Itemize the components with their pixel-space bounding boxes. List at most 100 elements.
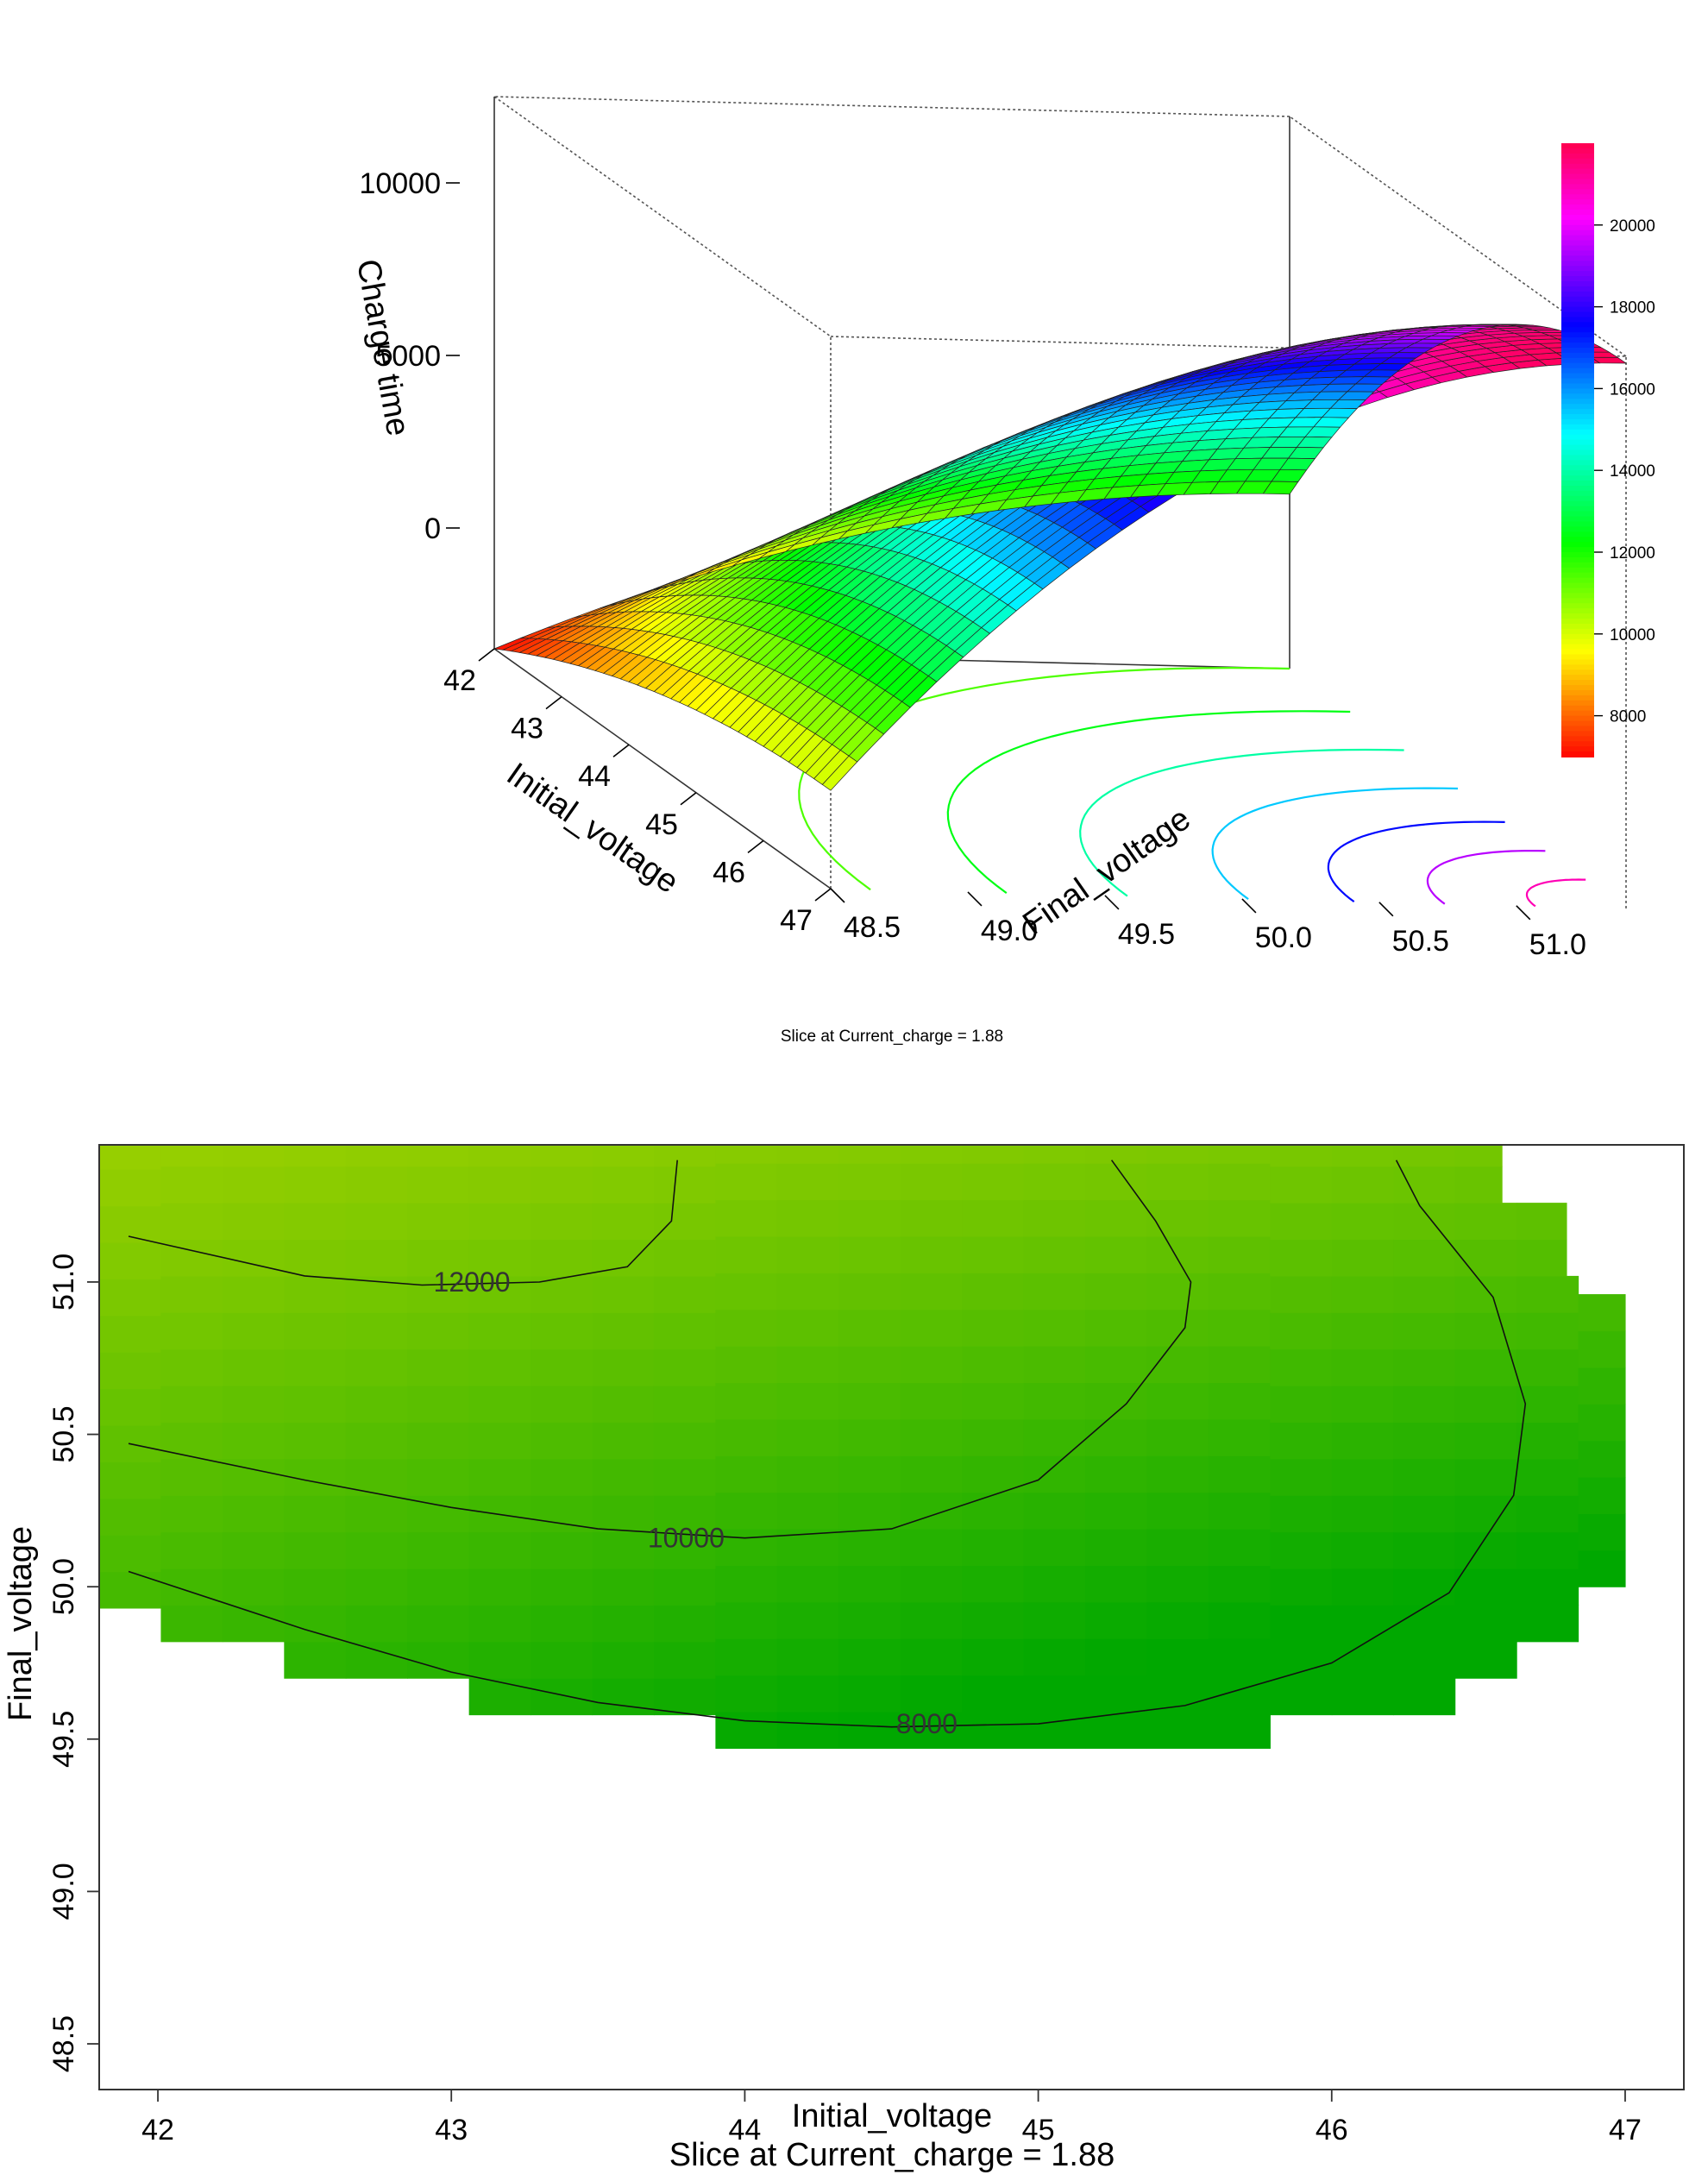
contour-label: 8000 <box>896 1708 958 1739</box>
colorbar-segment <box>1561 710 1594 717</box>
colorbar-segment <box>1561 526 1594 533</box>
heat-cell <box>838 1712 901 1749</box>
heat-cell <box>1085 1235 1148 1273</box>
heat-cell <box>653 1312 716 1350</box>
heat-cell <box>838 1455 901 1493</box>
heat-cell <box>222 1422 285 1460</box>
heat-cell <box>1023 1712 1086 1749</box>
colorbar-segment <box>1561 311 1594 318</box>
colorbar-segment <box>1561 644 1594 651</box>
heat-cell <box>1393 1386 1456 1424</box>
heat-cell <box>1331 1641 1394 1679</box>
heat-cell <box>1208 1492 1271 1530</box>
heat-cell <box>838 1309 901 1347</box>
heat-cell <box>592 1531 655 1569</box>
heat-cell <box>1270 1458 1333 1496</box>
y-tick-label: 48.5 <box>844 911 901 944</box>
heat-cell <box>776 1455 839 1493</box>
colorbar-segment <box>1561 271 1594 278</box>
heat-cell <box>1146 1309 1209 1347</box>
heat-cell <box>592 1145 655 1167</box>
heat-cell <box>407 1145 470 1167</box>
colorbar-segment <box>1561 362 1594 369</box>
heat-cell <box>1085 1601 1148 1639</box>
heat-cell <box>776 1309 839 1347</box>
heat-cell <box>776 1675 839 1713</box>
y-tick <box>1516 905 1531 921</box>
heat-cell <box>1146 1163 1209 1201</box>
colorbar-segment <box>1561 736 1594 743</box>
heat-cell <box>715 1309 778 1347</box>
heat-cell <box>468 1458 531 1496</box>
colorbar-segment <box>1561 547 1594 553</box>
heat-cell <box>653 1678 716 1716</box>
heat-cell <box>592 1275 655 1313</box>
contour-label: 10000 <box>648 1523 725 1554</box>
heat-cell <box>468 1166 531 1204</box>
colorbar-segment <box>1561 168 1594 175</box>
heat-cell <box>345 1422 408 1460</box>
heat-cell <box>1454 1641 1517 1679</box>
heat-cell <box>1578 1513 1626 1551</box>
heat-cell <box>962 1145 1025 1164</box>
heat-cell <box>222 1166 285 1204</box>
heat-cell <box>1023 1199 1086 1237</box>
heat-cell <box>776 1638 839 1676</box>
heat-cell <box>284 1568 347 1606</box>
heat-cell <box>1393 1568 1456 1606</box>
heat-cell <box>900 1675 963 1713</box>
heat-cell <box>99 1461 162 1499</box>
colorbar-segment <box>1561 516 1594 523</box>
colorbar-segment <box>1561 511 1594 518</box>
heat-cell <box>1270 1568 1333 1606</box>
x-tick <box>747 839 764 854</box>
heat-cell <box>531 1531 593 1569</box>
heat-cell <box>1331 1458 1394 1496</box>
heat-cell <box>962 1601 1025 1639</box>
heat-cell <box>284 1641 347 1679</box>
colorbar-segment <box>1561 675 1594 682</box>
colorbar-segment <box>1561 327 1594 334</box>
heat-cell <box>1270 1495 1333 1533</box>
heat-cell <box>838 1235 901 1273</box>
heat-cell <box>962 1199 1025 1237</box>
heat-cell <box>715 1601 778 1639</box>
colorbar-segment <box>1561 444 1594 451</box>
heat-cell <box>1516 1203 1567 1241</box>
heat-cell <box>962 1418 1025 1456</box>
heat-cell <box>653 1531 716 1569</box>
floor-contour <box>1525 878 1586 908</box>
heat-cell <box>99 1498 162 1536</box>
colorbar-segment <box>1561 194 1594 201</box>
colorbar-segment <box>1561 357 1594 364</box>
colorbar-segment <box>1561 481 1594 487</box>
heat-cell <box>284 1386 347 1424</box>
x-tick <box>612 744 630 757</box>
heat-cell <box>345 1145 408 1167</box>
heat-cell <box>592 1641 655 1679</box>
heat-cell <box>1085 1418 1148 1456</box>
heat-cell <box>900 1529 963 1567</box>
colorbar-segment <box>1561 613 1594 620</box>
heat-cell <box>776 1418 839 1456</box>
heat-cell <box>1516 1239 1567 1277</box>
heat-cell <box>1331 1275 1394 1313</box>
heat-cell <box>99 1315 162 1353</box>
heat-cell <box>1270 1386 1333 1424</box>
heat-cell <box>1146 1529 1209 1567</box>
heat-cell <box>1393 1605 1456 1643</box>
heat-cell <box>653 1458 716 1496</box>
colorbar-segment <box>1561 418 1594 425</box>
colorbar-tick-label: 16000 <box>1610 380 1655 399</box>
heat-cell <box>1454 1348 1517 1386</box>
colorbar-segment <box>1561 306 1594 313</box>
heat-cell <box>962 1235 1025 1273</box>
colorbar-segment <box>1561 189 1594 196</box>
heat-cell <box>838 1145 901 1164</box>
colorbar-segment <box>1561 352 1594 359</box>
y-tick-label: 50.5 <box>1392 925 1449 958</box>
heat-cell <box>1085 1145 1148 1164</box>
heat-cell <box>1208 1382 1271 1420</box>
x-tick <box>545 695 562 710</box>
heat-cell <box>1331 1203 1394 1241</box>
